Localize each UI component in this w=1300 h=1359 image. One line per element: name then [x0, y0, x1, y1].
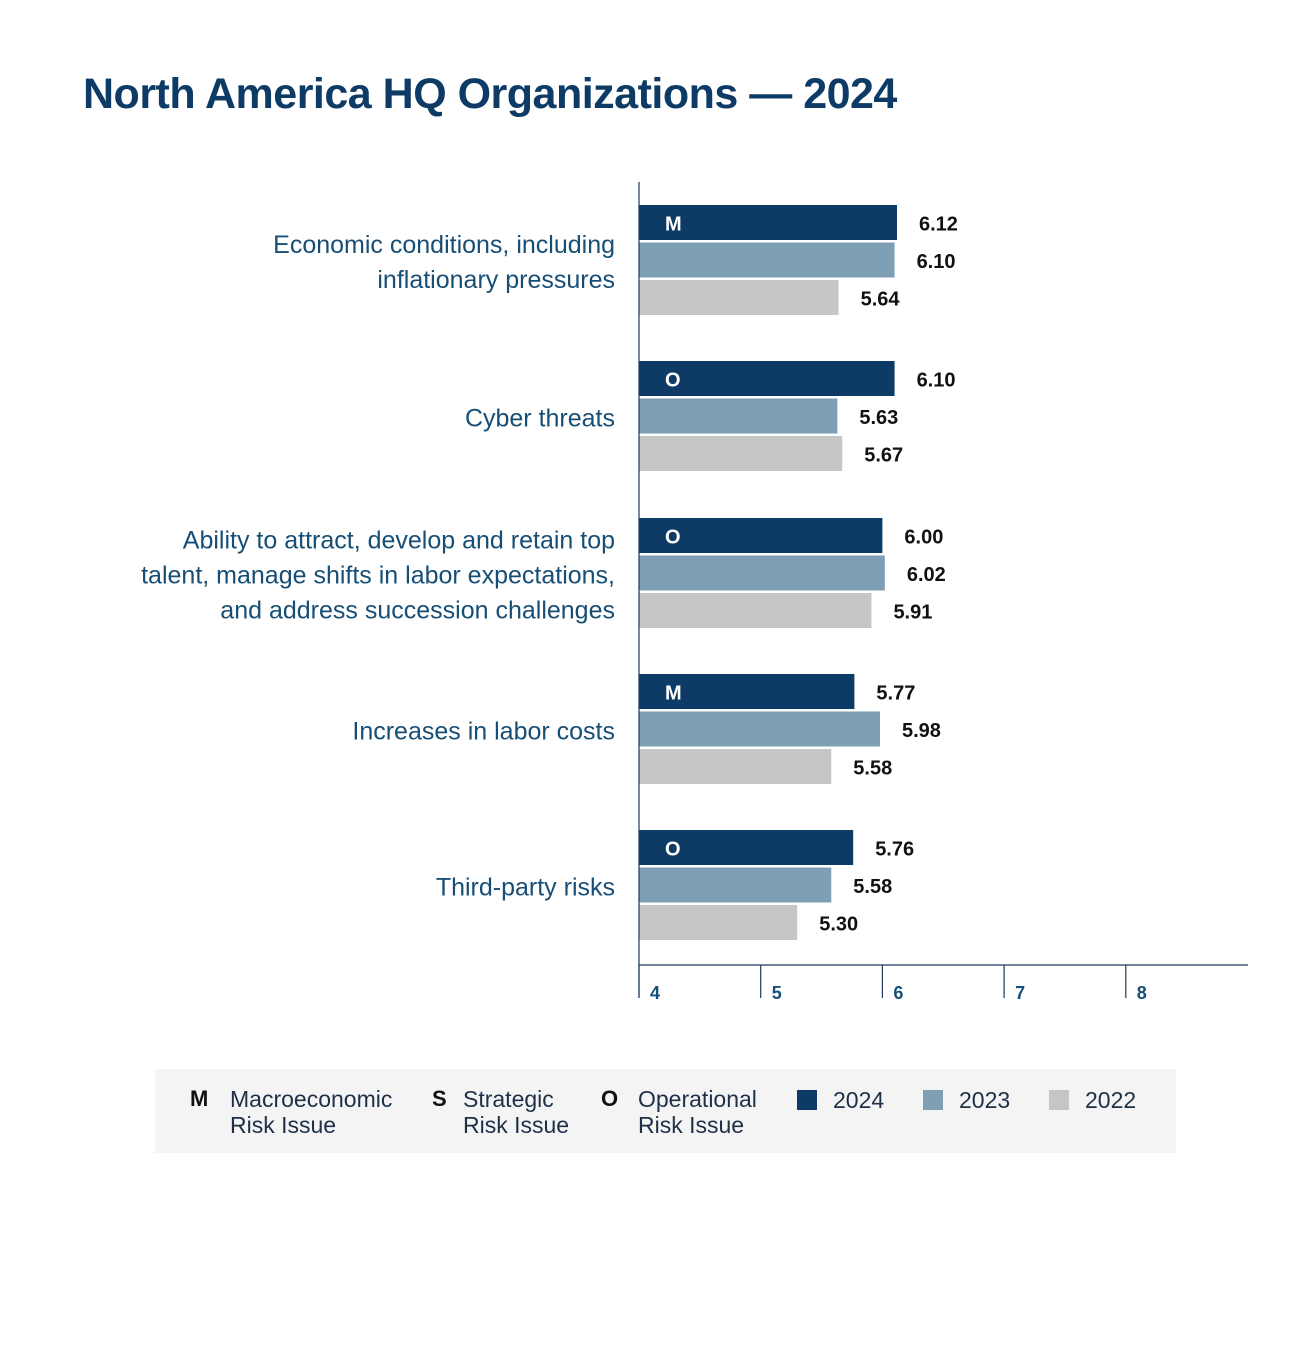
value-label-2024: 6.00: [904, 527, 943, 549]
legend-label-o-line2: Risk Issue: [638, 1112, 745, 1138]
bar-2022: [639, 280, 839, 315]
risk-type-code: M: [665, 214, 682, 236]
risk-type-code: O: [665, 839, 681, 861]
bar-chart: Economic conditions, including inflationa…: [141, 182, 1248, 1003]
bar-2022: [639, 905, 798, 940]
category-label: Increases in labor costs: [352, 717, 615, 745]
value-label-2023: 6.02: [907, 564, 946, 586]
bar-2024: [639, 674, 855, 709]
x-tick-label: 8: [1137, 983, 1147, 1003]
category-label: and address succession challenges: [220, 596, 615, 624]
bar-2022: [639, 436, 843, 471]
x-tick-label: 5: [772, 983, 782, 1003]
risk-type-code: O: [665, 527, 681, 549]
legend-label-m-line2: Risk Issue: [230, 1112, 337, 1138]
legend-swatch-2024: [797, 1090, 817, 1110]
value-label-2023: 5.58: [853, 876, 892, 898]
bar-2023: [639, 867, 832, 903]
risk-type-code: O: [665, 370, 681, 392]
value-label-2024: 6.10: [917, 370, 956, 392]
bar-2024: [639, 361, 895, 396]
legend-code-s: S: [432, 1086, 447, 1111]
value-label-2023: 6.10: [917, 251, 956, 273]
value-label-2024: 5.77: [876, 683, 915, 705]
legend-label-o-line1: Operational: [638, 1086, 757, 1112]
legend-swatch-2023: [923, 1090, 943, 1110]
value-label-2022: 5.64: [861, 289, 901, 311]
x-tick-label: 4: [650, 983, 660, 1003]
legend-year-2024: 2024: [833, 1087, 885, 1113]
legend-year-2023: 2023: [959, 1087, 1011, 1113]
legend-swatch-2022: [1049, 1090, 1069, 1110]
category-label: Third-party risks: [436, 873, 615, 901]
legend-label-s-line2: Risk Issue: [463, 1112, 570, 1138]
category-labels: Economic conditions, including inflationa…: [141, 231, 615, 902]
category-label: inflationary pressures: [377, 266, 615, 294]
legend: M Macroeconomic Risk Issue S Strategic R…: [155, 1069, 1176, 1153]
value-label-2023: 5.98: [902, 720, 941, 742]
value-label-2024: 5.76: [875, 839, 914, 861]
value-label-2022: 5.58: [853, 758, 892, 780]
x-axis: 4 5 6 7 8: [638, 182, 1248, 1003]
bar-2022: [639, 749, 832, 784]
bar-2023: [639, 711, 880, 747]
legend-label-s-line1: Strategic: [463, 1086, 554, 1112]
bar-2023: [639, 398, 838, 434]
x-tick-label: 7: [1015, 983, 1025, 1003]
category-label: talent, manage shifts in labor expectati…: [141, 561, 615, 589]
x-tick-label: 6: [893, 983, 903, 1003]
category-label: Cyber threats: [465, 404, 615, 432]
legend-label-m-line1: Macroeconomic: [230, 1086, 393, 1112]
legend-year-2022: 2022: [1085, 1087, 1137, 1113]
category-label: Economic conditions, including: [273, 231, 615, 259]
value-label-2022: 5.30: [819, 914, 858, 936]
risk-type-code: M: [665, 683, 682, 705]
chart-title: North America HQ Organizations — 2024: [83, 70, 897, 118]
bar-2024: [639, 205, 898, 240]
bar-2023: [639, 555, 885, 591]
legend-code-o: O: [601, 1086, 619, 1111]
value-label-2023: 5.63: [859, 407, 898, 429]
value-label-2022: 5.91: [893, 602, 932, 624]
bar-2023: [639, 242, 895, 278]
legend-code-m: M: [190, 1086, 209, 1111]
bar-2024: [639, 518, 883, 553]
category-label: Ability to attract, develop and retain t…: [183, 526, 615, 554]
value-label-2024: 6.12: [919, 214, 958, 236]
bar-2022: [639, 593, 872, 628]
bars: 6.12 M 6.10 5.64 6.10 O 5.63 5.67 6.00 O 6.02 5.91 5…: [639, 205, 958, 940]
value-label-2022: 5.67: [864, 445, 903, 467]
bar-2024: [639, 830, 854, 865]
